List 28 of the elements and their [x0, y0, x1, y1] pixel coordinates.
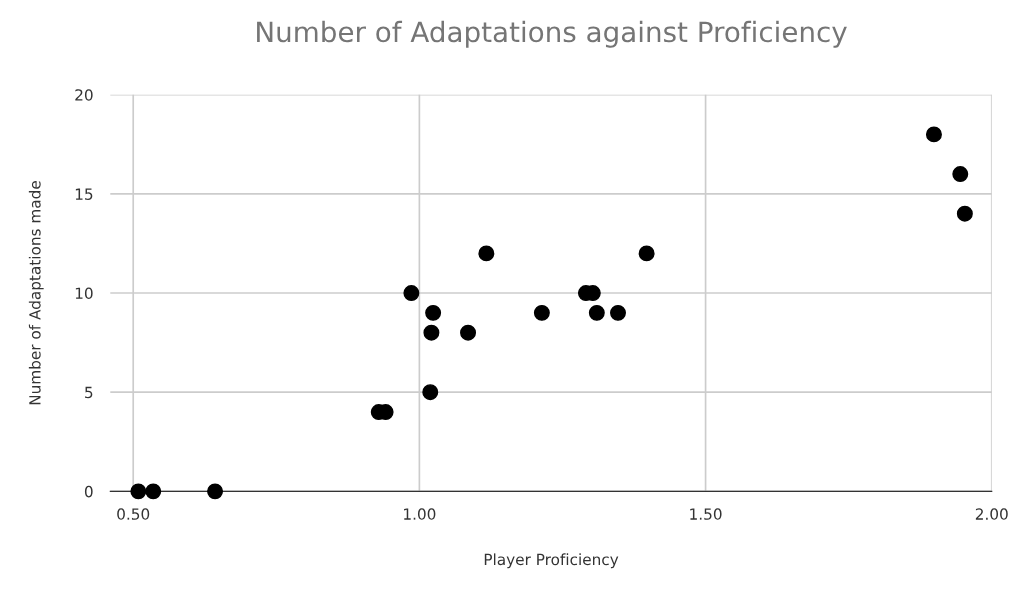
chart-title: Number of Adaptations against Proficiency: [257, 20, 847, 48]
x-tick-label: 2.00: [975, 508, 1008, 520]
point: [533, 304, 550, 321]
point: [460, 324, 477, 341]
point: [925, 126, 942, 143]
x-tick-label: 1.50: [690, 508, 722, 520]
x-axis-title: Player Proficiency: [484, 553, 619, 569]
point: [588, 304, 605, 321]
point: [422, 384, 439, 401]
point: [478, 245, 495, 262]
x-tick-label: 0.50: [117, 508, 150, 520]
point: [130, 483, 147, 500]
point: [952, 166, 969, 183]
point: [145, 483, 162, 500]
point: [638, 245, 655, 262]
point: [956, 205, 973, 222]
y-tick-label: 5: [85, 386, 93, 399]
y-tick-label: 0: [84, 485, 93, 498]
point: [207, 483, 224, 500]
point: [403, 285, 420, 302]
y-axis-title: Number of Adaptations made: [28, 181, 44, 405]
y-tick-label: 10: [75, 287, 93, 300]
y-tick-label: 15: [75, 188, 93, 200]
point: [423, 324, 440, 341]
x-tick-label: 1.00: [404, 508, 436, 520]
point: [610, 304, 626, 321]
point: [425, 304, 442, 321]
y-tick-label: 20: [75, 89, 93, 101]
